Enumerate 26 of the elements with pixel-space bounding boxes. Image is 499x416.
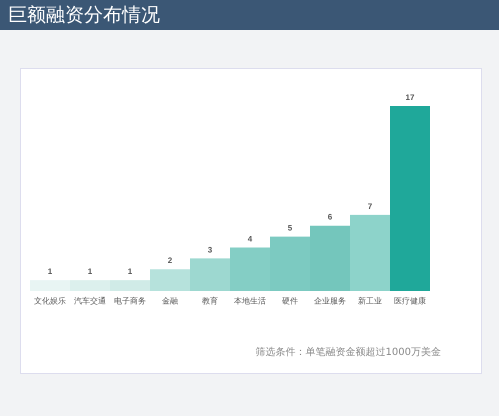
data-label: 6 bbox=[328, 212, 333, 222]
x-tick-label: 教育 bbox=[202, 296, 218, 306]
x-tick-label: 本地生活 bbox=[234, 296, 266, 306]
chart-title: 巨额融资分布情况 bbox=[0, 0, 499, 30]
x-tick-label: 企业服务 bbox=[314, 296, 346, 306]
x-tick-label: 金融 bbox=[162, 296, 178, 306]
bar bbox=[350, 214, 390, 291]
data-label: 1 bbox=[48, 267, 53, 276]
x-tick-label: 新工业 bbox=[358, 296, 382, 306]
data-label: 5 bbox=[288, 224, 293, 233]
data-label: 2 bbox=[168, 256, 173, 266]
text: 筛选条件：单笔融资金额超过1000万美金 bbox=[256, 346, 441, 359]
x-tick-label: 电子商务 bbox=[114, 296, 146, 306]
data-label: 4 bbox=[248, 234, 253, 244]
x-tick-label: 文化娱乐 bbox=[34, 296, 66, 306]
bar bbox=[390, 106, 430, 291]
bar bbox=[150, 269, 190, 291]
data-label: 3 bbox=[208, 245, 213, 254]
bar bbox=[190, 258, 230, 291]
x-tick-label: 医疗健康 bbox=[394, 296, 426, 306]
data-label: 1 bbox=[88, 267, 93, 276]
data-label: 17 bbox=[406, 93, 415, 102]
x-tick-label: 汽车交通 bbox=[74, 296, 106, 306]
data-label: 7 bbox=[368, 202, 373, 211]
x-tick-label: 硬件 bbox=[282, 296, 298, 306]
data-label: 1 bbox=[128, 267, 133, 276]
